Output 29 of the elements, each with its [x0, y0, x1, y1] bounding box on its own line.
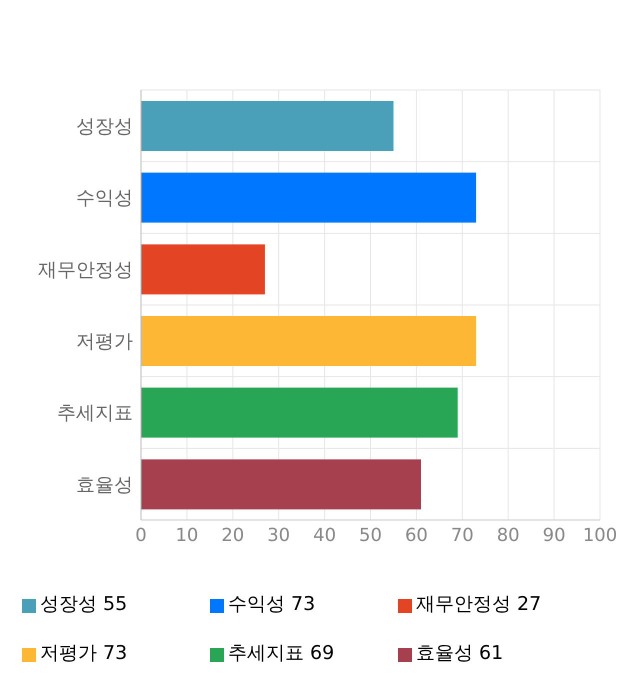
- y-tick-label: 추세지표: [57, 402, 133, 424]
- x-tick-label: 100: [582, 524, 618, 546]
- text: 55: [103, 593, 128, 615]
- text: 69: [310, 642, 334, 664]
- y-tick-label: 재무안정성: [38, 258, 133, 281]
- x-tick-label: 20: [221, 524, 244, 546]
- x-tick-label: 90: [542, 524, 566, 546]
- x-tick-label: 0: [135, 524, 147, 546]
- x-tick-label: 60: [404, 524, 428, 546]
- y-tick-label: 성장성: [76, 116, 133, 138]
- x-tick-label: 80: [496, 524, 520, 546]
- legend-label: 저평가: [40, 642, 97, 664]
- text: 73: [291, 593, 316, 615]
- y-tick-label: 저평가: [76, 330, 133, 353]
- x-tick-label: 70: [450, 524, 474, 546]
- legend-label: 성장성: [40, 593, 97, 615]
- legend-label: 효율성: [416, 642, 473, 664]
- text: 61: [479, 642, 504, 664]
- y-tick-label: 효율성: [76, 474, 133, 496]
- x-tick-label: 30: [267, 524, 290, 546]
- text: 73: [103, 642, 128, 664]
- x-tick-label: 10: [175, 524, 198, 546]
- legend-label: 재무안정성: [416, 593, 511, 615]
- text: 27: [517, 593, 542, 615]
- y-tick-label: 수익성: [76, 187, 133, 210]
- legend-label: 수익성: [228, 593, 285, 615]
- x-tick-label: 50: [359, 524, 382, 546]
- x-tick-label: 40: [313, 524, 336, 546]
- legend-label: 추세지표: [228, 642, 304, 664]
